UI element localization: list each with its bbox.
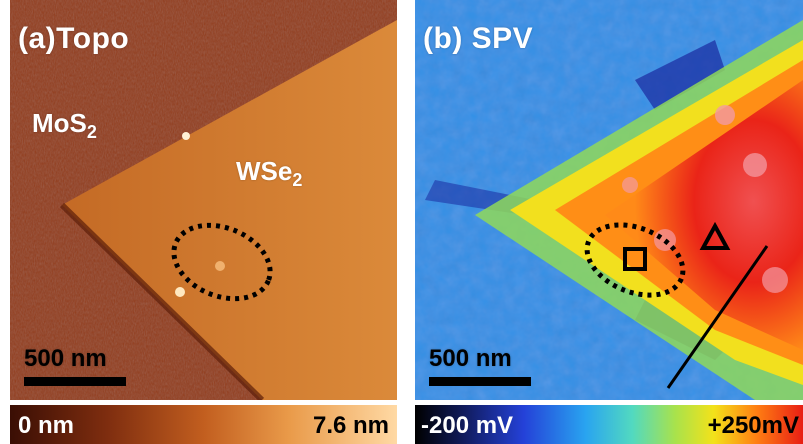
topography-image	[10, 0, 397, 400]
triangle-marker	[699, 221, 731, 250]
region-ellipse	[171, 222, 273, 302]
panel-a-scale-bar	[24, 377, 126, 386]
region-ellipse	[584, 222, 686, 298]
panel-a-title: (a)Topo	[18, 22, 130, 55]
mos2-label: MoS2	[32, 108, 97, 143]
spv-panel: (b) SPV 500 nm	[415, 0, 803, 400]
panel-a-scale-label: 500 nm	[24, 345, 107, 372]
panel-b-scale-bar	[429, 377, 531, 386]
panel-b-scale-label: 500 nm	[429, 345, 512, 372]
particle	[175, 287, 185, 297]
spv-colorbar: -200 mV +250mV	[415, 405, 803, 444]
spv-max-label: +250mV	[707, 412, 799, 439]
spv-min-label: -200 mV	[421, 412, 514, 439]
wse2-label: WSe2	[236, 156, 303, 191]
topography-colorbar: 0 nm 7.6 nm	[10, 405, 397, 444]
spv-flake-hot	[605, 80, 803, 350]
square-marker	[623, 247, 647, 271]
spv-image	[415, 0, 803, 400]
topo-max-label: 7.6 nm	[312, 412, 389, 439]
particle	[182, 132, 190, 140]
line-profile	[666, 245, 769, 389]
wse2-flake	[62, 20, 397, 400]
topography-panel: (a)Topo MoS2 WSe2 500 nm	[10, 0, 397, 400]
topo-min-label: 0 nm	[18, 412, 75, 439]
panel-b-title: (b) SPV	[423, 22, 534, 55]
